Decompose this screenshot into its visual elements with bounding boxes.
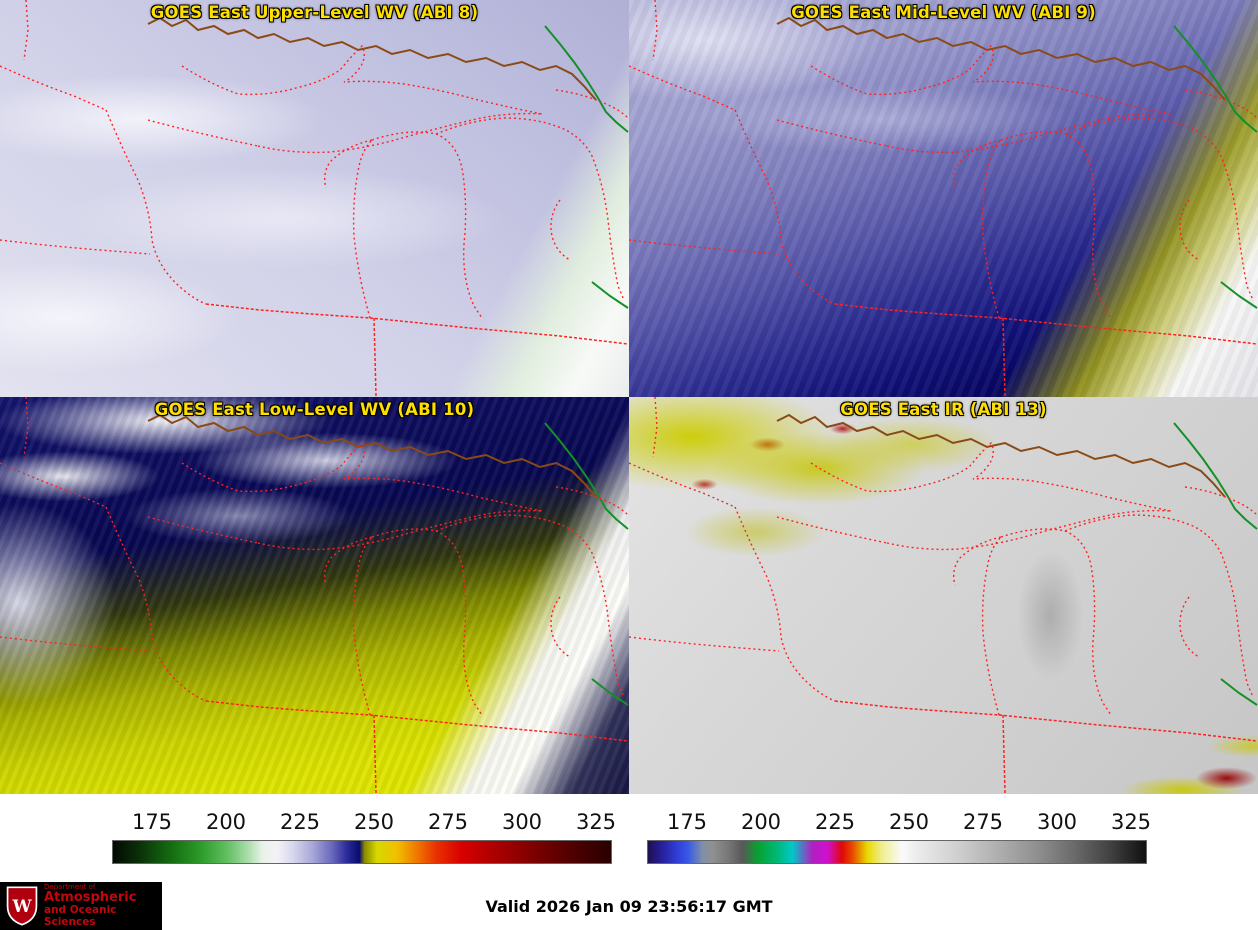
tick-label: 325	[575, 810, 617, 834]
tick-label: 300	[501, 810, 543, 834]
satellite-image-ir	[629, 397, 1258, 794]
tick-label: 300	[1036, 810, 1078, 834]
logo-line-department: Department of	[44, 882, 96, 891]
colorbar-row: 175 200 225 250 275 300 325 175 200 225 …	[0, 794, 1258, 882]
tick-label: 250	[888, 810, 930, 834]
panel-mid-level-wv: GOES East Mid-Level WV (ABI 9)	[629, 0, 1258, 397]
satellite-image-upper-level-wv	[0, 0, 629, 397]
map-overlay	[629, 397, 1258, 794]
wv-colorbar-gradient	[112, 840, 612, 864]
valid-time: Valid 2026 Jan 09 23:56:17 GMT	[485, 896, 773, 916]
panel-upper-level-wv: GOES East Upper-Level WV (ABI 8)	[0, 0, 629, 397]
crest-letter: W	[11, 897, 32, 917]
uw-crest-icon: W	[6, 886, 38, 926]
map-overlay	[0, 0, 629, 397]
tick-label: 225	[279, 810, 321, 834]
tick-label: 175	[131, 810, 173, 834]
tick-label: 225	[814, 810, 856, 834]
tick-label: 275	[962, 810, 1004, 834]
logo-text: Department of Atmospheric and Oceanic Sc…	[44, 882, 157, 928]
ir-colorbar: 175 200 225 250 275 300 325	[647, 810, 1151, 882]
tick-label: 275	[427, 810, 469, 834]
satellite-image-mid-level-wv	[629, 0, 1258, 397]
panel-title-upper-level-wv: GOES East Upper-Level WV (ABI 8)	[150, 3, 479, 22]
aos-department-logo: W Department of Atmospheric and Oceanic …	[0, 882, 162, 930]
footer: W Department of Atmospheric and Oceanic …	[0, 882, 1258, 930]
wv-colorbar: 175 200 225 250 275 300 325	[112, 810, 616, 882]
tick-label: 325	[1110, 810, 1152, 834]
ir-colorbar-gradient	[647, 840, 1147, 864]
panel-title-ir: GOES East IR (ABI 13)	[840, 400, 1047, 419]
tick-label: 200	[205, 810, 247, 834]
logo-line-atmospheric: Atmospheric	[44, 890, 137, 906]
panel-title-mid-level-wv: GOES East Mid-Level WV (ABI 9)	[791, 3, 1096, 22]
satellite-image-low-level-wv	[0, 397, 629, 794]
tick-label: 200	[740, 810, 782, 834]
ir-colorbar-ticks: 175 200 225 250 275 300 325	[647, 810, 1151, 840]
map-overlay	[0, 397, 629, 794]
panel-low-level-wv: GOES East Low-Level WV (ABI 10)	[0, 397, 629, 794]
panel-ir: GOES East IR (ABI 13)	[629, 397, 1258, 794]
map-overlay	[629, 0, 1258, 397]
tick-label: 175	[666, 810, 708, 834]
logo-line-oceanic: and Oceanic Sciences	[44, 904, 117, 928]
tick-label: 250	[353, 810, 395, 834]
wv-colorbar-ticks: 175 200 225 250 275 300 325	[112, 810, 616, 840]
panel-title-low-level-wv: GOES East Low-Level WV (ABI 10)	[154, 400, 475, 419]
satellite-quad-grid: GOES East Upper-Level WV (ABI 8) GOES Ea…	[0, 0, 1258, 794]
